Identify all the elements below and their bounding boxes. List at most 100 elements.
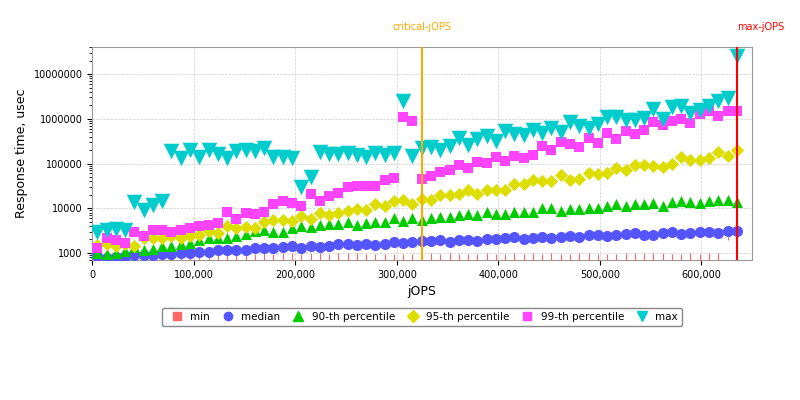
Point xyxy=(666,199,678,205)
Point xyxy=(360,255,373,262)
Point xyxy=(304,224,317,231)
Point xyxy=(174,255,187,262)
Point xyxy=(452,135,465,141)
Point xyxy=(221,246,234,253)
Point xyxy=(666,104,678,110)
Point xyxy=(425,214,438,221)
Point xyxy=(369,201,382,208)
Point xyxy=(211,151,224,157)
Point xyxy=(629,117,642,123)
Point xyxy=(498,235,511,241)
Point xyxy=(110,243,122,250)
Point xyxy=(286,155,298,161)
Point xyxy=(165,232,178,239)
Point xyxy=(202,248,215,255)
Point xyxy=(239,210,252,216)
Point xyxy=(378,240,391,247)
Point xyxy=(258,244,270,251)
Point xyxy=(350,222,363,228)
Point xyxy=(730,228,743,234)
Point xyxy=(619,203,632,209)
Point xyxy=(239,256,252,262)
Point xyxy=(406,214,419,221)
Point xyxy=(647,200,660,206)
Point xyxy=(508,255,521,261)
Point xyxy=(118,239,131,246)
Point xyxy=(100,254,113,261)
Point xyxy=(573,122,586,129)
Point xyxy=(314,198,326,205)
Point xyxy=(656,122,669,128)
Point xyxy=(202,235,215,241)
Point xyxy=(128,229,141,235)
Point xyxy=(322,150,335,157)
Point xyxy=(573,234,586,240)
Point xyxy=(712,254,725,261)
Point xyxy=(518,155,530,161)
Point xyxy=(536,256,549,262)
Point xyxy=(712,149,725,156)
Point xyxy=(545,205,558,211)
Point xyxy=(647,232,660,238)
Point xyxy=(322,212,335,218)
Point xyxy=(601,256,614,263)
Point xyxy=(721,232,734,238)
Point xyxy=(582,204,595,211)
Point xyxy=(276,229,289,236)
Point xyxy=(406,256,419,262)
Point xyxy=(118,248,131,254)
Point xyxy=(341,255,354,261)
Point xyxy=(304,255,317,262)
Point xyxy=(146,246,159,252)
Point xyxy=(165,243,178,249)
Point xyxy=(249,224,262,231)
Point xyxy=(490,256,502,262)
Point xyxy=(304,191,317,197)
Point xyxy=(666,256,678,262)
Point xyxy=(230,148,242,154)
Point xyxy=(110,250,122,256)
Point xyxy=(138,252,150,258)
Point xyxy=(202,256,215,262)
Point xyxy=(174,155,187,162)
Point xyxy=(415,145,428,151)
Point xyxy=(249,148,262,155)
Point xyxy=(564,256,577,262)
Point xyxy=(91,249,104,256)
Point xyxy=(138,246,150,253)
Point xyxy=(554,256,567,262)
Point xyxy=(684,255,697,262)
Point xyxy=(286,200,298,206)
Point xyxy=(508,131,521,138)
Point xyxy=(276,198,289,204)
Point xyxy=(462,187,474,193)
Point xyxy=(694,107,706,114)
Point xyxy=(369,241,382,248)
Point xyxy=(360,154,373,161)
Point xyxy=(471,136,484,142)
Point xyxy=(230,247,242,253)
Point xyxy=(415,238,428,244)
Point xyxy=(619,116,632,123)
Point xyxy=(638,127,650,134)
Point xyxy=(564,206,577,212)
Point xyxy=(452,212,465,218)
Point xyxy=(702,228,715,235)
Point xyxy=(397,98,410,104)
Point xyxy=(146,235,159,241)
Point xyxy=(267,201,280,208)
Point xyxy=(591,256,604,262)
Point xyxy=(730,181,743,187)
Point xyxy=(536,130,549,136)
Point xyxy=(675,103,688,109)
Point xyxy=(118,240,131,247)
Point xyxy=(434,256,446,262)
Point xyxy=(360,207,373,213)
Point xyxy=(471,256,484,262)
Point xyxy=(165,256,178,262)
Point xyxy=(369,183,382,190)
Point xyxy=(684,199,697,205)
Point xyxy=(434,147,446,154)
Point xyxy=(276,244,289,250)
Point xyxy=(601,233,614,240)
